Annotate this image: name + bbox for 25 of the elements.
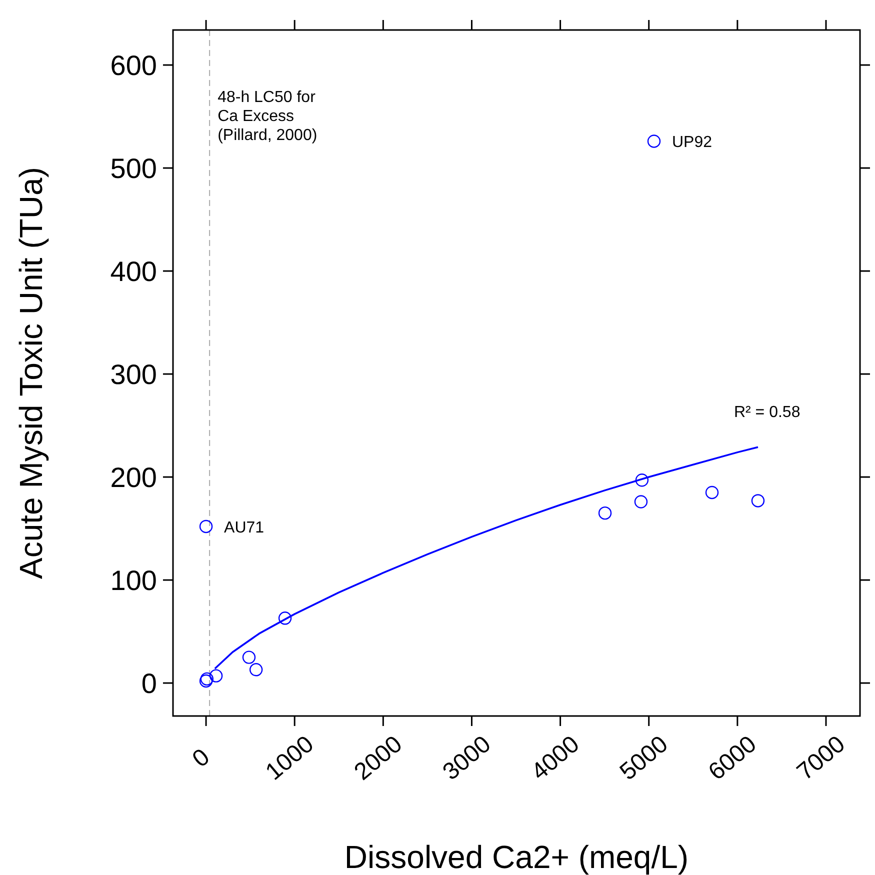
- y-axis-title: Acute Mysid Toxic Unit (TUa): [13, 167, 49, 579]
- y-tick-label: 500: [110, 153, 157, 184]
- point: [598, 506, 612, 520]
- y-tick-label: 0: [141, 668, 157, 700]
- ref-line-label: 48-h LC50 for Ca Excess (Pillard, 2000): [218, 89, 318, 144]
- x-axis-title: Dissolved Ca2+ (meq/L): [344, 839, 689, 875]
- annotation: UP92: [672, 134, 712, 152]
- y-tick-label: 200: [110, 462, 157, 494]
- annotation: AU71: [224, 519, 264, 536]
- point: [278, 612, 292, 625]
- point: [242, 650, 256, 664]
- point: [705, 486, 719, 500]
- point: [209, 669, 223, 682]
- y-tick-label: 400: [110, 256, 157, 288]
- point: [751, 494, 765, 508]
- y-tick-label: 100: [110, 565, 157, 596]
- point: [634, 495, 648, 508]
- annotation: R² = 0.58: [734, 404, 800, 422]
- y-tick-label: 300: [110, 359, 157, 390]
- point: [647, 134, 661, 148]
- point: [249, 663, 263, 676]
- x-tick-label: 0: [187, 744, 216, 773]
- point: [199, 520, 213, 534]
- point: [635, 474, 649, 487]
- y-tick-label: 600: [110, 50, 157, 82]
